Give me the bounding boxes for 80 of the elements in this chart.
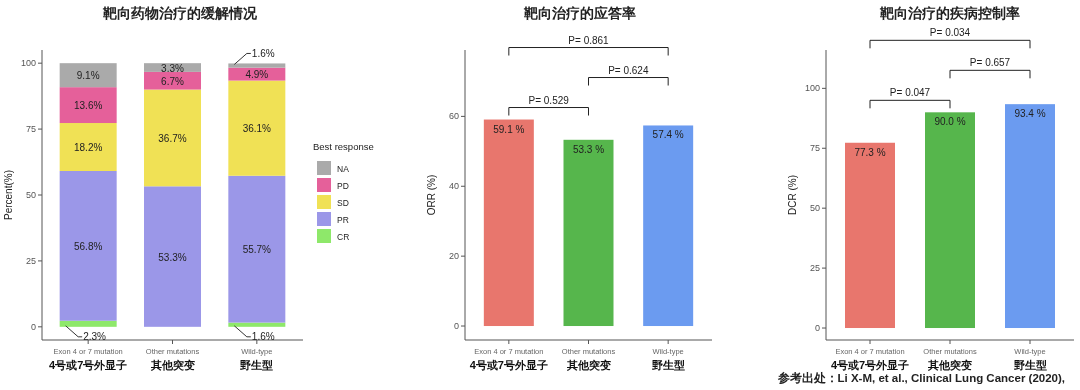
legend-label: CR	[337, 231, 350, 242]
chart-title: 靶向治疗的疾病控制率	[879, 5, 1020, 21]
y-tick-label: 100	[20, 58, 36, 69]
y-axis-title: Percent(%)	[3, 169, 14, 221]
text: P= 0.034	[929, 27, 971, 39]
y-tick-label: 50	[809, 203, 820, 214]
legend-label: SD	[337, 197, 349, 208]
bar	[228, 175, 286, 323]
y-tick-label: 0	[453, 321, 459, 332]
bar	[925, 112, 975, 329]
data-label: 59.1 %	[493, 123, 525, 135]
data-label: 13.6%	[73, 100, 103, 112]
bar	[144, 186, 201, 327]
bar	[59, 87, 117, 124]
data-label: 77.3 %	[854, 146, 886, 158]
annotation: P= 0.657	[969, 57, 1011, 69]
bar	[228, 80, 286, 176]
x-tick-label: Wild-type 野生型	[1013, 347, 1047, 371]
data-label: 6.7%	[161, 75, 184, 87]
x-tick-label: Wild-type 野生型	[240, 347, 274, 371]
data-label: 18.2%	[73, 142, 103, 154]
bar	[144, 71, 201, 90]
text: 参考出处：Li X-M, et al., Clinical Lung Cancer (2020),	[776, 371, 1065, 385]
y-tick-label: 100	[804, 83, 820, 94]
y-tick-label: 75	[809, 143, 820, 154]
annotation: P= 0.529	[528, 94, 570, 106]
x-tick-label: Exon 4 or 7 mutation 4号或7号外显子	[49, 347, 128, 371]
data-label: 2.3%	[83, 331, 107, 343]
x-tick-label: Other mutations 其他突变	[145, 347, 200, 372]
data-label: 1.6%	[251, 331, 275, 343]
data-label: 53.3 %	[572, 143, 605, 155]
data-label: 9.1%	[76, 70, 100, 82]
bar	[144, 89, 201, 187]
x-tick-label: Other mutations 其他突变	[561, 347, 616, 372]
data-label: 53.3%	[158, 251, 187, 263]
bar	[228, 322, 286, 327]
y-tick-label: 25	[809, 263, 820, 274]
legend-title: Best response	[313, 141, 374, 152]
bar	[483, 119, 534, 327]
y-tick-label: 0	[814, 323, 820, 334]
bar	[228, 63, 286, 68]
data-label: 93.4 %	[1014, 108, 1046, 120]
data-label: 4.9%	[245, 69, 269, 81]
chart-title: 靶向药物治疗的缓解情况	[102, 5, 258, 21]
annotation: P= 0.047	[889, 87, 931, 99]
x-tick-label: Other mutations 其他突变	[923, 347, 977, 372]
bar	[845, 142, 895, 329]
bar	[59, 320, 117, 327]
y-tick-label: 75	[25, 124, 36, 135]
data-label: 1.6%	[251, 47, 275, 59]
data-label: 36.1%	[242, 123, 272, 135]
bar	[563, 139, 614, 327]
legend-label: NA	[337, 163, 350, 174]
bar	[59, 171, 117, 321]
data-label: 56.8%	[73, 240, 103, 252]
data-label: 57.4 %	[652, 129, 684, 141]
data-label: 3.3%	[161, 62, 184, 74]
legend-label: PD	[337, 180, 349, 191]
data-label: 90.0 %	[934, 116, 966, 128]
bar	[59, 123, 117, 172]
legend-label: PR	[337, 214, 349, 225]
y-tick-label: 25	[25, 255, 36, 266]
x-tick-label: Exon 4 or 7 mutation 4号或7号外显子	[469, 347, 548, 371]
data-label: 36.7%	[158, 132, 187, 144]
x-tick-label: Exon 4 or 7 mutation 4号或7号外显子	[830, 347, 910, 371]
y-tick-label: 20	[448, 251, 459, 262]
y-tick-label: 40	[448, 181, 459, 192]
bar	[643, 125, 694, 327]
bar	[1005, 104, 1055, 329]
data-label: 55.7%	[242, 244, 272, 256]
y-tick-label: 60	[448, 111, 459, 122]
x-tick-label: Wild-type 野生型	[651, 347, 685, 371]
y-tick-label: 0	[30, 321, 36, 332]
annotation: P= 0.624	[608, 64, 649, 76]
text: P= 0.861	[568, 34, 610, 46]
y-tick-label: 50	[25, 190, 36, 200]
y-axis-title: ORR (%)	[426, 174, 437, 216]
bar	[59, 63, 117, 88]
y-axis-title: DCR (%)	[787, 175, 798, 215]
chart-title: 靶向治疗的应答率	[523, 5, 636, 21]
